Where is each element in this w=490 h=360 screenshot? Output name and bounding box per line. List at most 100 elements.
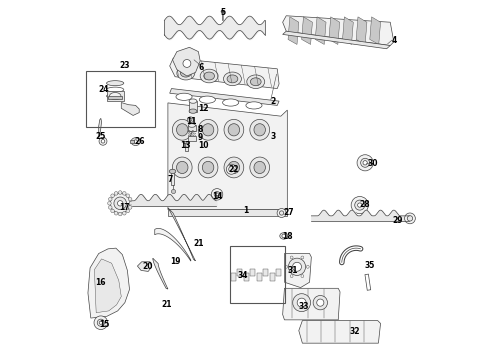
Ellipse shape: [122, 192, 126, 195]
Polygon shape: [285, 253, 311, 288]
Ellipse shape: [189, 99, 197, 103]
Bar: [231, 273, 236, 281]
Ellipse shape: [313, 296, 327, 310]
Ellipse shape: [94, 316, 108, 329]
Bar: [276, 269, 281, 276]
Ellipse shape: [129, 202, 133, 205]
Text: 1: 1: [243, 206, 248, 215]
Ellipse shape: [126, 194, 129, 198]
Bar: [188, 125, 196, 131]
Ellipse shape: [111, 209, 114, 213]
Ellipse shape: [108, 206, 112, 209]
Text: 27: 27: [284, 208, 294, 217]
Polygon shape: [107, 91, 124, 101]
Ellipse shape: [229, 167, 234, 172]
Ellipse shape: [202, 161, 214, 174]
Text: 32: 32: [350, 327, 360, 336]
Ellipse shape: [216, 193, 219, 196]
Text: 28: 28: [360, 200, 370, 209]
Ellipse shape: [297, 298, 306, 307]
Text: 34: 34: [238, 270, 248, 279]
Ellipse shape: [301, 275, 304, 278]
Ellipse shape: [122, 211, 126, 215]
Ellipse shape: [293, 262, 301, 271]
Bar: [244, 273, 249, 281]
Ellipse shape: [189, 109, 197, 113]
Ellipse shape: [114, 192, 118, 195]
Ellipse shape: [361, 158, 369, 167]
Polygon shape: [155, 228, 191, 261]
Text: 15: 15: [98, 320, 109, 329]
Ellipse shape: [290, 275, 293, 278]
Ellipse shape: [277, 208, 286, 217]
Text: 23: 23: [120, 61, 130, 70]
Ellipse shape: [290, 256, 293, 259]
Ellipse shape: [250, 157, 270, 178]
Text: 31: 31: [287, 266, 298, 275]
Text: 9: 9: [197, 133, 203, 142]
Text: 5: 5: [221, 8, 226, 17]
Bar: [238, 269, 243, 276]
Polygon shape: [168, 210, 287, 216]
Polygon shape: [170, 89, 279, 105]
Ellipse shape: [306, 265, 309, 268]
Ellipse shape: [250, 120, 270, 140]
Text: 10: 10: [197, 141, 208, 150]
Ellipse shape: [108, 197, 112, 201]
Ellipse shape: [180, 69, 191, 77]
Polygon shape: [329, 17, 340, 44]
Ellipse shape: [358, 203, 362, 207]
Text: 21: 21: [162, 300, 172, 309]
Ellipse shape: [128, 197, 132, 201]
Ellipse shape: [363, 161, 368, 165]
Ellipse shape: [99, 137, 107, 145]
Ellipse shape: [200, 69, 218, 83]
Text: 4: 4: [392, 36, 397, 45]
Text: 33: 33: [298, 302, 309, 311]
Bar: [270, 273, 275, 281]
Ellipse shape: [198, 157, 218, 178]
Ellipse shape: [101, 139, 105, 143]
Polygon shape: [172, 47, 200, 76]
Ellipse shape: [224, 120, 244, 140]
Bar: [257, 273, 262, 281]
Ellipse shape: [119, 212, 122, 216]
Ellipse shape: [97, 319, 104, 326]
Ellipse shape: [189, 118, 192, 121]
Ellipse shape: [204, 72, 215, 80]
Ellipse shape: [223, 72, 242, 86]
Text: 29: 29: [393, 216, 403, 225]
Ellipse shape: [188, 124, 196, 127]
Ellipse shape: [183, 59, 191, 67]
Ellipse shape: [114, 197, 126, 210]
Ellipse shape: [224, 157, 244, 178]
Ellipse shape: [211, 189, 223, 200]
Ellipse shape: [202, 124, 214, 136]
Polygon shape: [370, 17, 381, 44]
Text: 13: 13: [180, 141, 190, 150]
Ellipse shape: [228, 161, 240, 174]
Ellipse shape: [114, 211, 118, 215]
Ellipse shape: [176, 161, 188, 174]
Text: 22: 22: [229, 165, 239, 174]
Ellipse shape: [228, 124, 240, 136]
Polygon shape: [88, 248, 129, 318]
Text: 30: 30: [368, 159, 378, 168]
Ellipse shape: [107, 81, 124, 86]
Polygon shape: [283, 288, 340, 320]
Ellipse shape: [109, 93, 121, 100]
Text: 6: 6: [198, 63, 204, 72]
Bar: [263, 269, 269, 276]
Polygon shape: [122, 103, 139, 116]
Ellipse shape: [351, 197, 368, 214]
Polygon shape: [283, 31, 390, 49]
Ellipse shape: [118, 201, 123, 206]
Ellipse shape: [170, 169, 176, 174]
Polygon shape: [137, 262, 152, 271]
Text: 21: 21: [193, 239, 203, 248]
Ellipse shape: [301, 256, 304, 259]
Ellipse shape: [131, 138, 140, 145]
Ellipse shape: [222, 99, 239, 106]
Text: 25: 25: [95, 132, 105, 141]
Bar: [250, 269, 255, 276]
